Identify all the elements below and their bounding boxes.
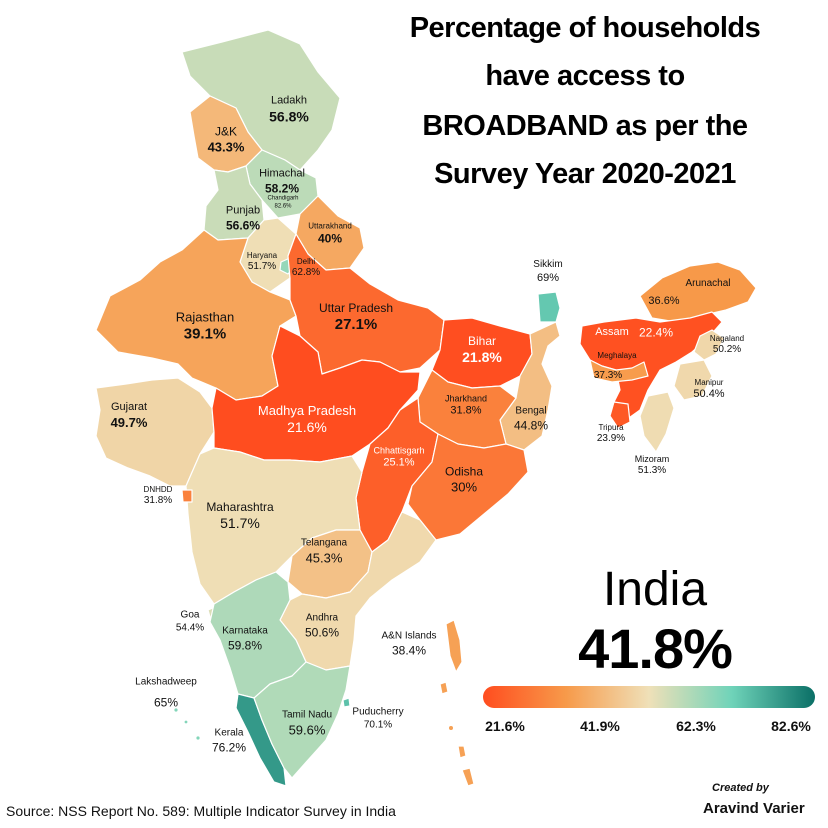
label-jharkhand: Jharkhand 31.8% xyxy=(444,393,488,417)
label-meghalaya-value: 37.3% xyxy=(593,369,623,381)
label-nagaland: Nagaland 50.2% xyxy=(709,333,745,355)
title-line-1: Percentage of households xyxy=(409,12,761,44)
label-maharashtra: Maharashtra 51.7% xyxy=(206,499,274,531)
label-odisha: Odisha 30% xyxy=(444,464,484,495)
label-karnataka: Karnataka 59.8% xyxy=(222,625,268,652)
label-telangana: Telangana 45.3% xyxy=(300,537,348,566)
label-delhi: Delhi 62.8% xyxy=(291,256,321,278)
label-kerala: Kerala 76.2% xyxy=(211,727,247,754)
label-uttarakhand: Uttarakhand 40% xyxy=(308,221,352,246)
label-tripura: Tripura 23.9% xyxy=(596,422,626,444)
region-odisha xyxy=(407,433,529,541)
label-gujarat: Gujarat 49.7% xyxy=(110,401,148,430)
label-up: Uttar Pradesh 27.1% xyxy=(318,301,394,334)
label-lakshadweep: Lakshadweep 65% xyxy=(135,676,197,709)
label-haryana: Haryana 51.7% xyxy=(246,250,278,272)
label-himachal: Himachal 58.2% xyxy=(259,167,305,196)
region-bihar xyxy=(431,317,533,389)
label-mp: Madhya Pradesh 21.6% xyxy=(257,403,357,436)
label-puducherry: Puducherry 70.1% xyxy=(352,706,404,731)
region-dnhdd xyxy=(181,489,193,503)
region-an-islands xyxy=(439,619,475,787)
label-andhra: Andhra 50.6% xyxy=(304,612,340,639)
label-ladakh: Ladakh 56.8% xyxy=(269,94,309,125)
label-goa: Goa 54.4% xyxy=(175,609,205,634)
region-tamilnadu xyxy=(253,661,351,779)
label-chandigarh: Chandigarh 82.6% xyxy=(267,195,299,210)
label-punjab: Punjab 56.6% xyxy=(225,204,261,233)
region-sikkim xyxy=(537,291,561,323)
label-sikkim: Sikkim 69% xyxy=(533,258,563,284)
national-value: 41.8% xyxy=(578,617,733,680)
label-dnhdd: DNHDD 31.8% xyxy=(143,484,173,506)
label-manipur: Manipur 50.4% xyxy=(693,378,725,401)
label-mizoram: Mizoram 51.3% xyxy=(634,454,670,477)
region-up xyxy=(287,233,445,375)
region-nagaland xyxy=(693,329,725,361)
label-an-islands: A&N Islands 38.4% xyxy=(381,630,437,657)
region-meghalaya xyxy=(589,359,649,383)
label-rajasthan: Rajasthan 39.1% xyxy=(175,309,235,343)
label-bihar: Bihar 21.8% xyxy=(462,333,502,365)
title-line-3: BROADBAND as per the xyxy=(422,110,748,142)
legend-tick-max: 82.6% xyxy=(771,718,811,734)
source-note: Source: NSS Report No. 589: Multiple Ind… xyxy=(6,803,396,819)
label-arunachal-value: 36.6% xyxy=(648,295,680,308)
region-lakshadweep xyxy=(174,708,200,740)
label-arunachal: Arunachal xyxy=(685,277,731,289)
label-bengal: Bengal 44.8% xyxy=(513,405,549,432)
label-chhattisgarh: Chhattisgarh 25.1% xyxy=(373,445,425,469)
legend-tick-min: 21.6% xyxy=(485,718,525,734)
credit-author: Aravind Varier xyxy=(703,800,805,817)
title-line-2: have access to xyxy=(485,60,685,92)
region-manipur xyxy=(673,359,713,401)
credit-label: Created by xyxy=(712,782,769,794)
color-scale-bar xyxy=(483,686,815,708)
label-tamilnadu: Tamil Nadu 59.6% xyxy=(281,709,333,738)
legend-tick-2: 41.9% xyxy=(580,718,620,734)
region-bengal xyxy=(499,321,561,451)
national-name: India xyxy=(602,563,708,616)
region-tripura xyxy=(609,401,631,429)
legend-tick-3: 62.3% xyxy=(676,718,716,734)
label-meghalaya: Meghalaya xyxy=(597,351,637,360)
label-jk: J&K 43.3% xyxy=(207,124,245,155)
label-assam-value: 22.4% xyxy=(638,325,674,340)
region-arunachal xyxy=(639,261,757,323)
region-mizoram xyxy=(639,391,675,453)
region-puducherry xyxy=(342,697,351,708)
title-line-4: Survey Year 2020-2021 xyxy=(434,158,736,190)
label-assam: Assam xyxy=(595,326,629,339)
